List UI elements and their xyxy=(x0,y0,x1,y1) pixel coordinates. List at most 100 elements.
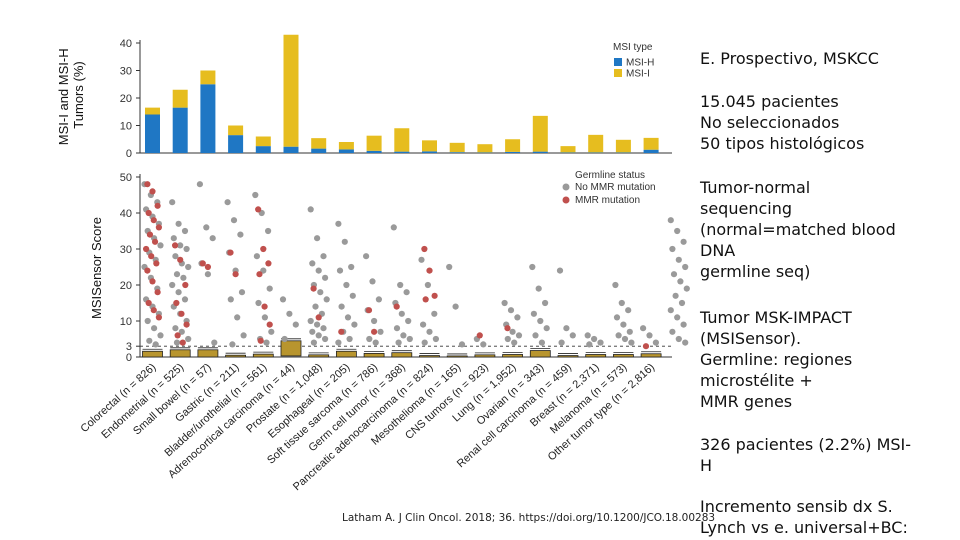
legend-no-mmr-marker xyxy=(562,183,570,191)
no-mmr-point xyxy=(507,307,515,314)
mmr-point xyxy=(154,202,161,209)
bar-msi-i xyxy=(643,137,659,150)
no-mmr-point xyxy=(170,235,177,242)
bar-legend-label: MSI-I xyxy=(626,69,650,80)
no-mmr-point xyxy=(181,227,189,235)
no-mmr-point xyxy=(667,307,674,314)
no-mmr-point xyxy=(344,314,352,321)
no-mmr-point xyxy=(538,339,546,346)
no-mmr-point xyxy=(209,235,216,242)
no-mmr-point xyxy=(432,335,439,343)
mmr-point xyxy=(504,325,511,332)
no-mmr-point xyxy=(514,314,521,321)
no-mmr-point xyxy=(315,332,322,339)
no-mmr-point xyxy=(307,317,314,325)
no-mmr-point xyxy=(674,314,681,321)
scatter-y-tick-label: 40 xyxy=(120,208,132,220)
no-mmr-point xyxy=(172,325,179,332)
no-mmr-point xyxy=(615,332,622,339)
no-mmr-point xyxy=(366,335,373,343)
no-mmr-point xyxy=(175,289,182,296)
mmr-point xyxy=(150,217,157,224)
bar-y-tick-label: 20 xyxy=(120,93,132,105)
scatter-legend-title: Germline status xyxy=(575,170,645,181)
no-mmr-point xyxy=(431,310,438,317)
no-mmr-point xyxy=(230,217,238,224)
mmr-point xyxy=(143,245,150,253)
mmr-point xyxy=(227,249,234,256)
mmr-point xyxy=(393,303,400,310)
no-mmr-point xyxy=(224,199,231,206)
no-mmr-point xyxy=(320,325,327,332)
legend-msi-h-swatch xyxy=(614,58,622,66)
no-mmr-point xyxy=(558,339,565,346)
bar-y-tick-label: 0 xyxy=(126,148,132,160)
bar-legend-label: MSI-H xyxy=(626,58,654,69)
no-mmr-point xyxy=(515,332,523,339)
no-mmr-point xyxy=(626,328,633,335)
no-mmr-point xyxy=(371,317,378,325)
msi-h-count-text: 326 pacientes (2.2%) MSI- H xyxy=(700,435,912,475)
mmr-point xyxy=(365,307,373,314)
bar-msi-h xyxy=(449,152,465,153)
no-mmr-point xyxy=(672,292,679,299)
no-mmr-point xyxy=(237,231,244,238)
no-mmr-point xyxy=(395,339,402,346)
no-mmr-point xyxy=(680,321,687,328)
no-mmr-point xyxy=(315,267,322,274)
no-mmr-point xyxy=(204,271,211,278)
bar-msi-i xyxy=(394,128,410,152)
no-mmr-point xyxy=(675,256,682,263)
no-mmr-point xyxy=(612,281,619,289)
no-mmr-point xyxy=(240,332,247,339)
bar-chart-ylabel: MSI-I and MSI-H Tumors (%) xyxy=(56,45,86,145)
no-mmr-point xyxy=(292,321,299,328)
bar-msi-h xyxy=(505,151,521,153)
score-box xyxy=(225,354,247,358)
no-mmr-point xyxy=(563,325,570,332)
no-mmr-point xyxy=(341,238,348,245)
no-mmr-point xyxy=(229,341,236,348)
patients-text: 15.045 pacientes No seleccionados 50 tip… xyxy=(700,92,865,153)
no-mmr-point xyxy=(618,299,625,307)
msisensor-scatter-chart: MSISensor Score 03 10 20 30 40 50 Germline st… xyxy=(78,170,690,493)
score-box xyxy=(363,352,385,358)
bar-msi-i xyxy=(422,140,437,152)
bar-msi-i xyxy=(145,107,160,115)
no-mmr-point xyxy=(556,267,564,274)
bar-chart-bars xyxy=(145,34,659,153)
mmr-point xyxy=(155,224,162,231)
scatter-y-tick-label: 20 xyxy=(120,280,132,292)
no-mmr-point xyxy=(146,337,153,344)
mmr-point xyxy=(144,267,151,274)
no-mmr-point xyxy=(180,274,187,281)
no-mmr-point xyxy=(398,310,405,317)
no-mmr-point xyxy=(309,260,316,267)
mmr-point xyxy=(260,245,267,253)
no-mmr-point xyxy=(377,328,384,335)
mmr-point xyxy=(315,314,322,321)
bar-y-tick-label: 30 xyxy=(120,66,132,78)
mmr-point xyxy=(338,328,345,335)
bar-msi-i xyxy=(283,34,299,147)
bar-msi-h xyxy=(394,151,410,153)
no-mmr-point xyxy=(678,299,686,307)
no-mmr-point xyxy=(343,281,350,289)
mmr-point xyxy=(204,263,211,271)
no-mmr-point xyxy=(151,325,158,332)
mmr-point xyxy=(178,310,185,317)
no-mmr-point xyxy=(203,224,210,231)
score-box xyxy=(308,354,330,358)
no-mmr-point xyxy=(390,224,397,231)
legend-mmr-marker xyxy=(562,196,570,204)
mmr-point xyxy=(171,242,179,249)
mmr-point xyxy=(371,328,378,335)
no-mmr-point xyxy=(532,332,539,339)
score-box xyxy=(419,355,440,358)
bar-msi-h xyxy=(532,151,548,153)
no-mmr-point xyxy=(175,220,182,227)
no-mmr-point xyxy=(322,274,329,281)
no-mmr-point xyxy=(537,317,544,325)
score-box xyxy=(474,354,496,358)
